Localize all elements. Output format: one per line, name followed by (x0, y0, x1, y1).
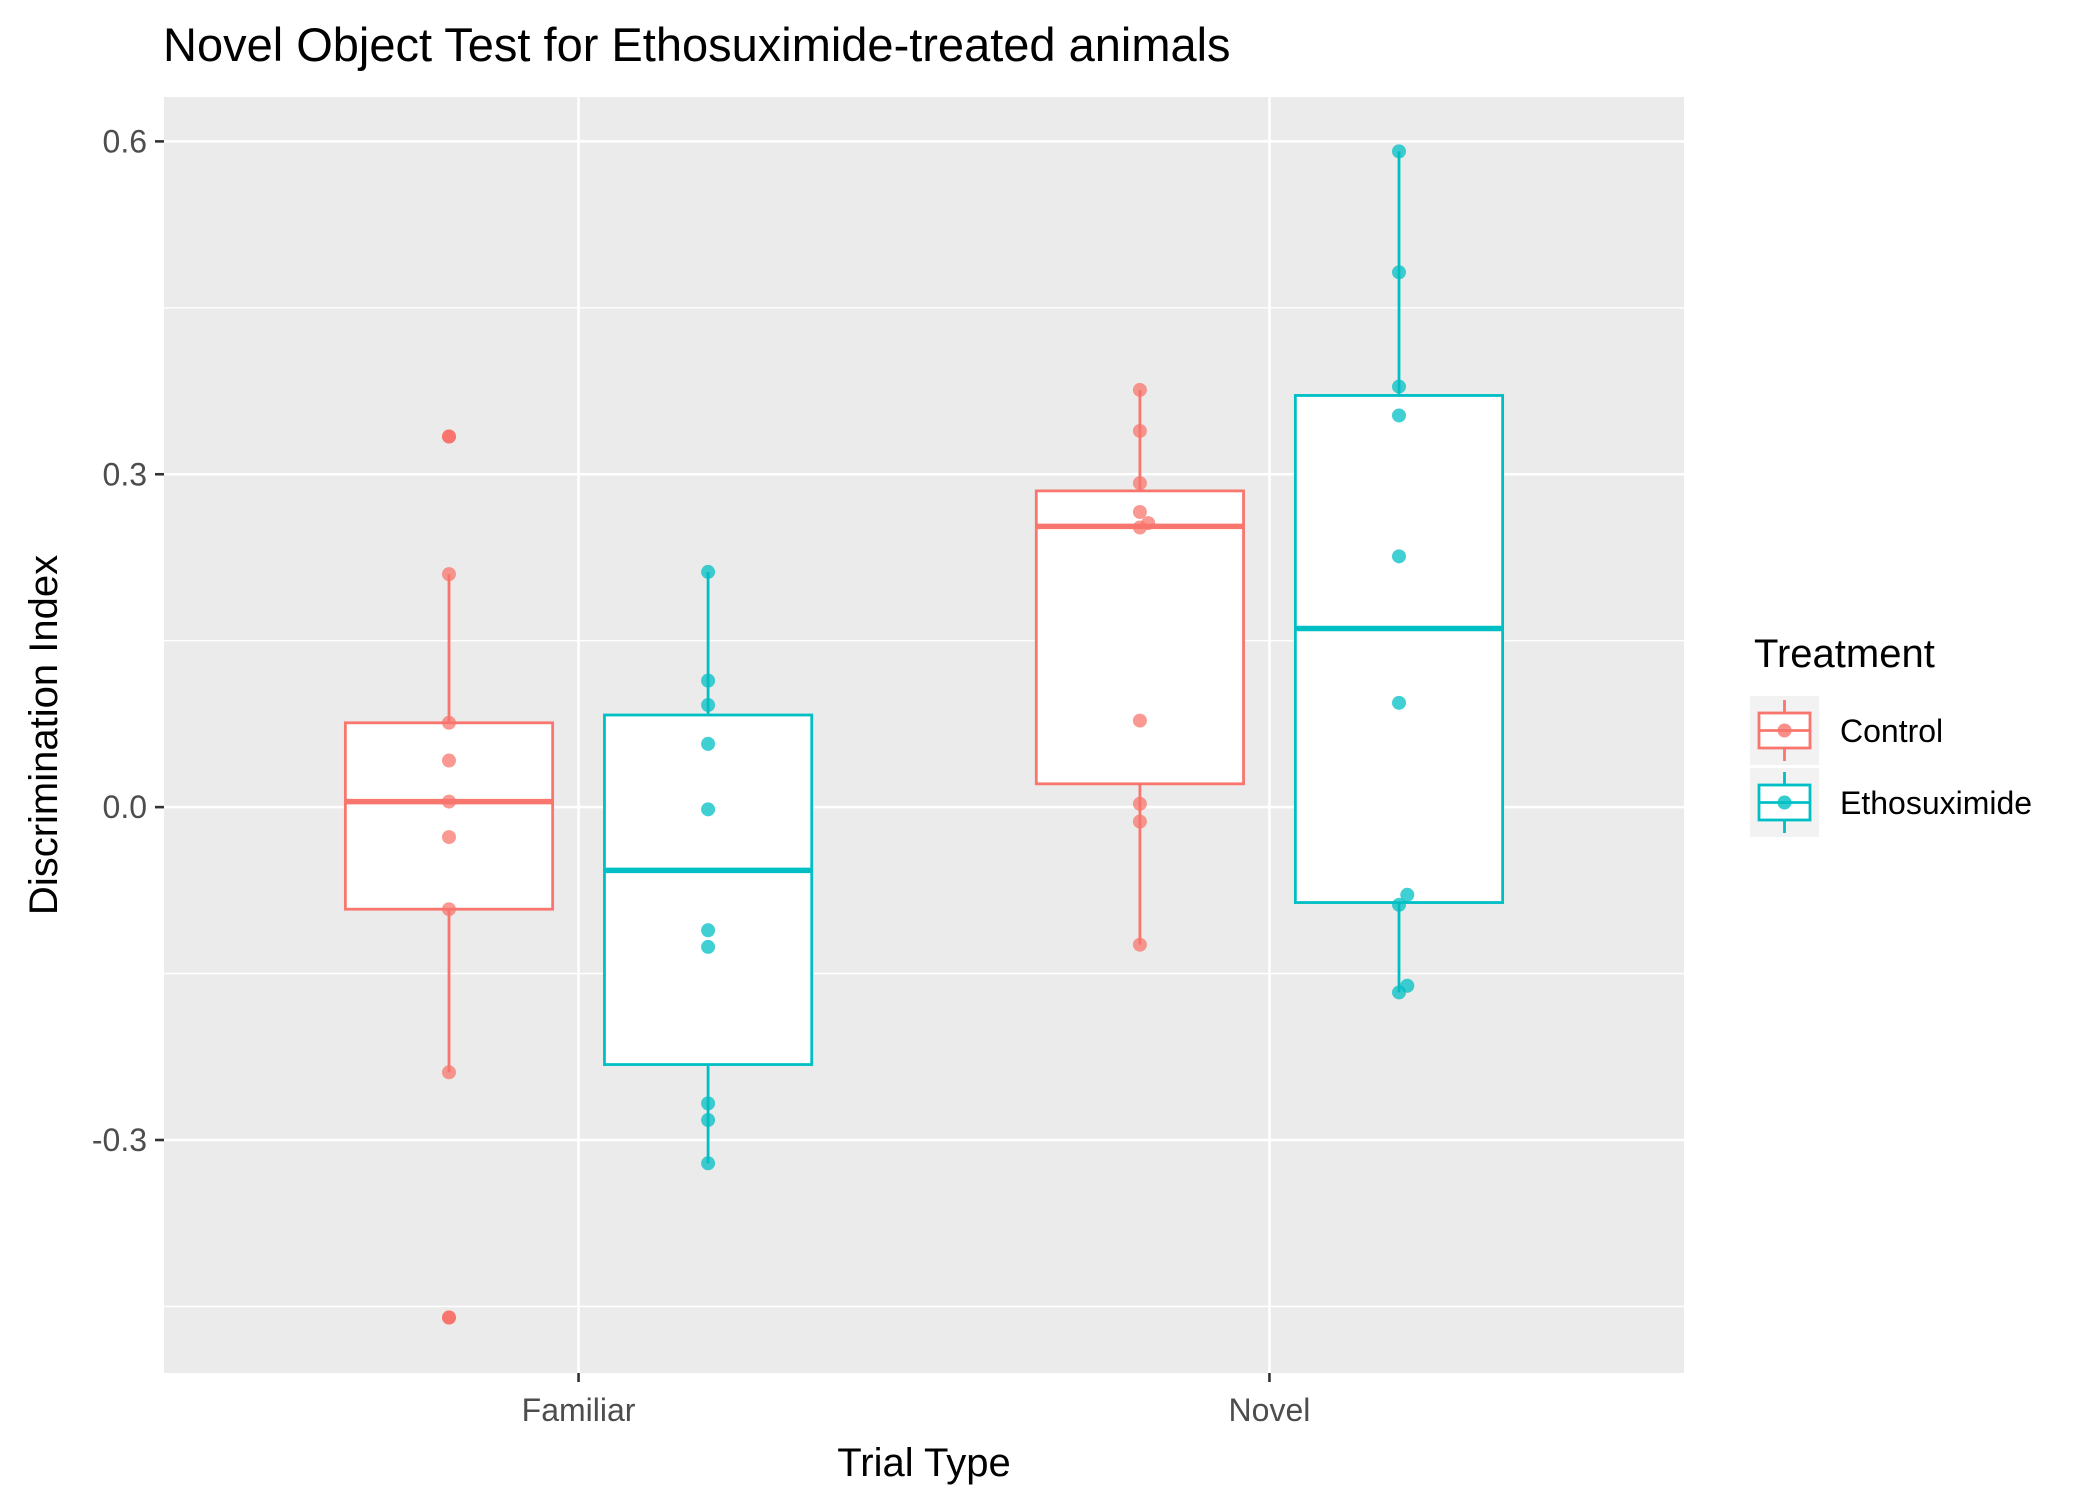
y-axis-title: Discrimination Index (22, 555, 66, 915)
y-tick-label: -0.3 (92, 1122, 147, 1158)
box (343, 721, 555, 911)
data-point (1132, 423, 1147, 438)
data-point (1392, 897, 1406, 912)
data-point (1132, 796, 1147, 811)
data-point (1132, 382, 1147, 397)
data-point (1132, 520, 1147, 535)
legend-label: Control (1840, 713, 1943, 749)
data-point (442, 902, 456, 917)
box (1034, 489, 1245, 786)
data-point (442, 715, 456, 730)
y-tick-label: 0.0 (103, 789, 147, 825)
data-points (442, 144, 1415, 1325)
data-point (442, 1310, 456, 1325)
data-point (1132, 713, 1147, 728)
data-point (1392, 144, 1406, 159)
legend-key-point (1777, 723, 1792, 738)
data-point (442, 567, 456, 582)
data-point (1132, 814, 1147, 829)
data-point (701, 673, 716, 688)
boxplots (343, 151, 1505, 1325)
box (603, 713, 814, 1066)
data-point (701, 923, 716, 938)
data-point (701, 698, 716, 713)
x-tick-label: Novel (1229, 1392, 1311, 1428)
y-axis: -0.3 0.0 0.3 0.6 (92, 123, 164, 1158)
x-axis-title: Trial Type (837, 1441, 1010, 1485)
data-point (442, 794, 456, 809)
data-point (442, 830, 456, 845)
data-point (1392, 985, 1406, 1000)
legend-key-point (1777, 795, 1792, 810)
legend-title: Treatment (1754, 632, 1935, 676)
data-point (701, 1156, 716, 1171)
data-point (442, 753, 456, 768)
data-point (1392, 549, 1406, 564)
data-point (701, 802, 716, 817)
data-point (701, 1096, 716, 1111)
x-tick-label: Familiar (522, 1392, 636, 1428)
chart-title: Novel Object Test for Ethosuximide-treat… (163, 18, 1231, 71)
data-point (1392, 379, 1406, 394)
data-point (701, 736, 716, 751)
legend: Treatment Control Ethosuximide (1750, 632, 2032, 837)
data-point (442, 1065, 456, 1080)
box (1293, 394, 1505, 904)
data-point (1132, 504, 1147, 519)
data-point (1132, 476, 1147, 491)
data-point (1400, 887, 1415, 902)
data-point (701, 1113, 716, 1128)
data-point (1392, 265, 1406, 280)
data-point (1392, 695, 1406, 710)
y-tick-label: 0.6 (103, 123, 147, 159)
y-tick-label: 0.3 (103, 456, 147, 492)
data-point (701, 564, 716, 579)
legend-label: Ethosuximide (1840, 785, 2032, 821)
x-axis: Familiar Novel (522, 1373, 1311, 1428)
data-point (1392, 408, 1406, 423)
data-point (701, 939, 716, 954)
data-point (442, 429, 456, 444)
data-point (1132, 937, 1147, 952)
